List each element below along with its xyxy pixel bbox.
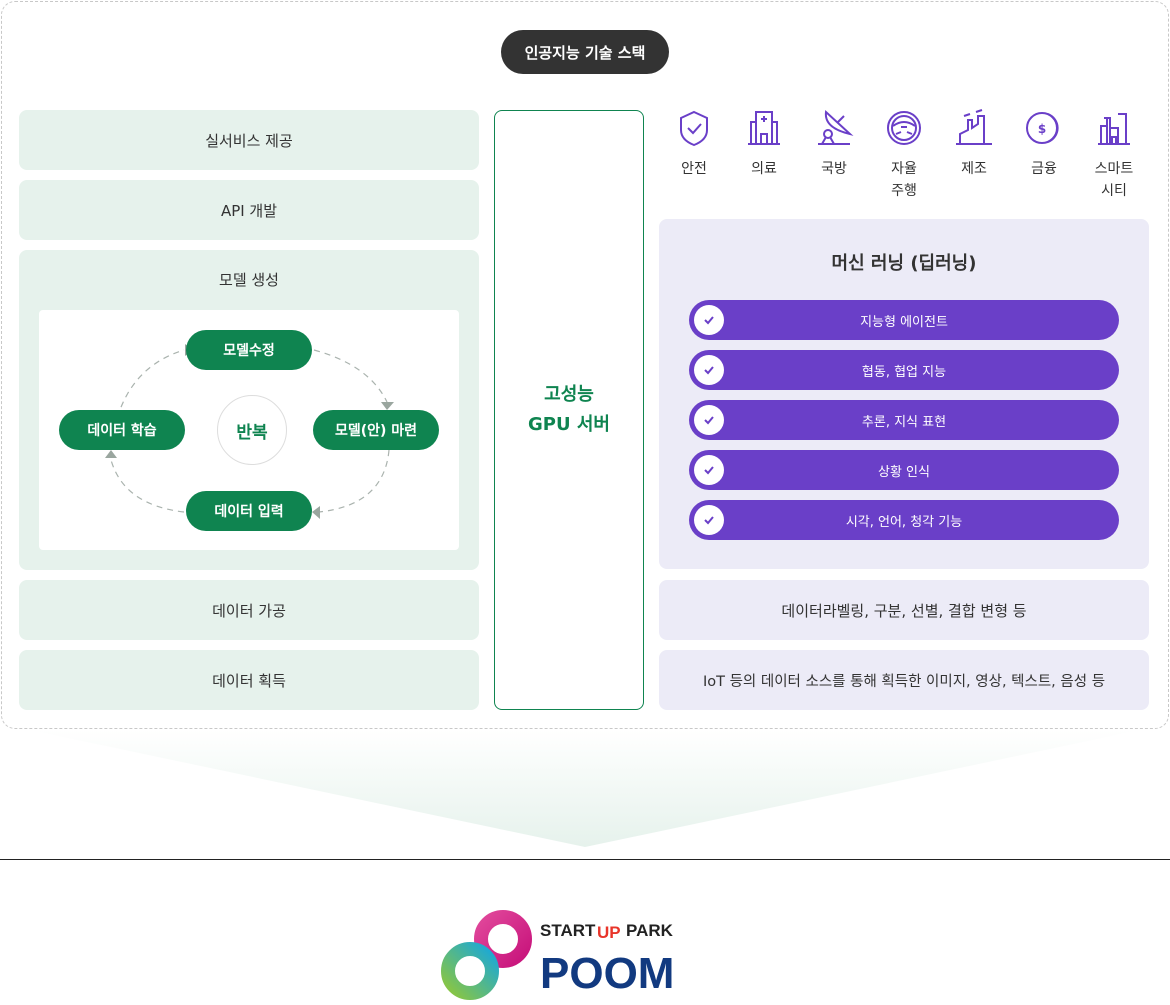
check-icon [694, 355, 724, 385]
cycle-model-draft: 모델(안) 마련 [313, 410, 439, 450]
gpu-server: 고성능 GPU 서버 [494, 110, 644, 710]
svg-text:START: START [540, 921, 596, 940]
svg-text:POOM: POOM [540, 949, 674, 998]
cycle-data-learning: 데이터 학습 [59, 410, 185, 450]
divider [0, 859, 1170, 860]
right-processing: 데이터라벨링, 구분, 선별, 결합 변형 등 [659, 580, 1149, 640]
ml-item: 시각, 언어, 청각 기능 [689, 500, 1119, 540]
ml-title: 머신 러닝 (딥러닝) [831, 253, 977, 274]
cycle-center-repeat: 반복 [217, 395, 287, 465]
industry-list: 안전 의료 국방 자율 주행 제조 $ 금융 스마트 시티 [659, 108, 1149, 202]
svg-text:$: $ [1038, 122, 1046, 136]
hospital-icon [748, 111, 780, 145]
industry-medical: 의료 [729, 108, 799, 202]
layer-service: 실서비스 제공 [19, 110, 479, 170]
industry-smartcity: 스마트 시티 [1079, 108, 1149, 202]
shield-check-icon [680, 110, 708, 147]
layer-processing: 데이터 가공 [19, 580, 479, 640]
svg-text:PARK: PARK [626, 921, 674, 940]
gpu-line1: 고성능 [544, 384, 594, 405]
check-icon [694, 455, 724, 485]
gpu-line2: GPU 서버 [528, 414, 610, 435]
check-icon [694, 505, 724, 535]
layer-api: API 개발 [19, 180, 479, 240]
industry-safety: 안전 [659, 108, 729, 202]
smart-city-icon [1098, 113, 1130, 145]
ml-item: 협동, 협업 지능 [689, 350, 1119, 390]
startup-park-poom-logo: START UP PARK POOM [440, 908, 690, 1001]
cycle-model-revise: 모델수정 [186, 330, 312, 370]
steering-wheel-icon [887, 111, 921, 145]
cycle-data-input: 데이터 입력 [186, 491, 312, 531]
industry-defense: 국방 [799, 108, 869, 202]
ml-item: 지능형 에이전트 [689, 300, 1119, 340]
layer-acquisition: 데이터 획득 [19, 650, 479, 710]
check-icon [694, 305, 724, 335]
factory-icon [956, 109, 992, 145]
industry-manufacturing: 제조 [939, 108, 1009, 202]
industry-finance: $ 금융 [1009, 108, 1079, 202]
stack-frame [1, 1, 1169, 729]
svg-text:UP: UP [597, 923, 621, 942]
check-icon [694, 405, 724, 435]
stack-title: 인공지능 기술 스택 [501, 30, 669, 74]
layer-model-label: 모델 생성 [219, 271, 279, 289]
industry-autonomous: 자율 주행 [869, 108, 939, 202]
down-arrow-shape [30, 730, 1140, 847]
ml-item: 상황 인식 [689, 450, 1119, 490]
ml-item: 추론, 지식 표현 [689, 400, 1119, 440]
coin-icon: $ [1026, 112, 1059, 144]
satellite-dish-icon [818, 109, 854, 145]
right-acquisition: IoT 등의 데이터 소스를 통해 획득한 이미지, 영상, 텍스트, 음성 등 [659, 650, 1149, 710]
